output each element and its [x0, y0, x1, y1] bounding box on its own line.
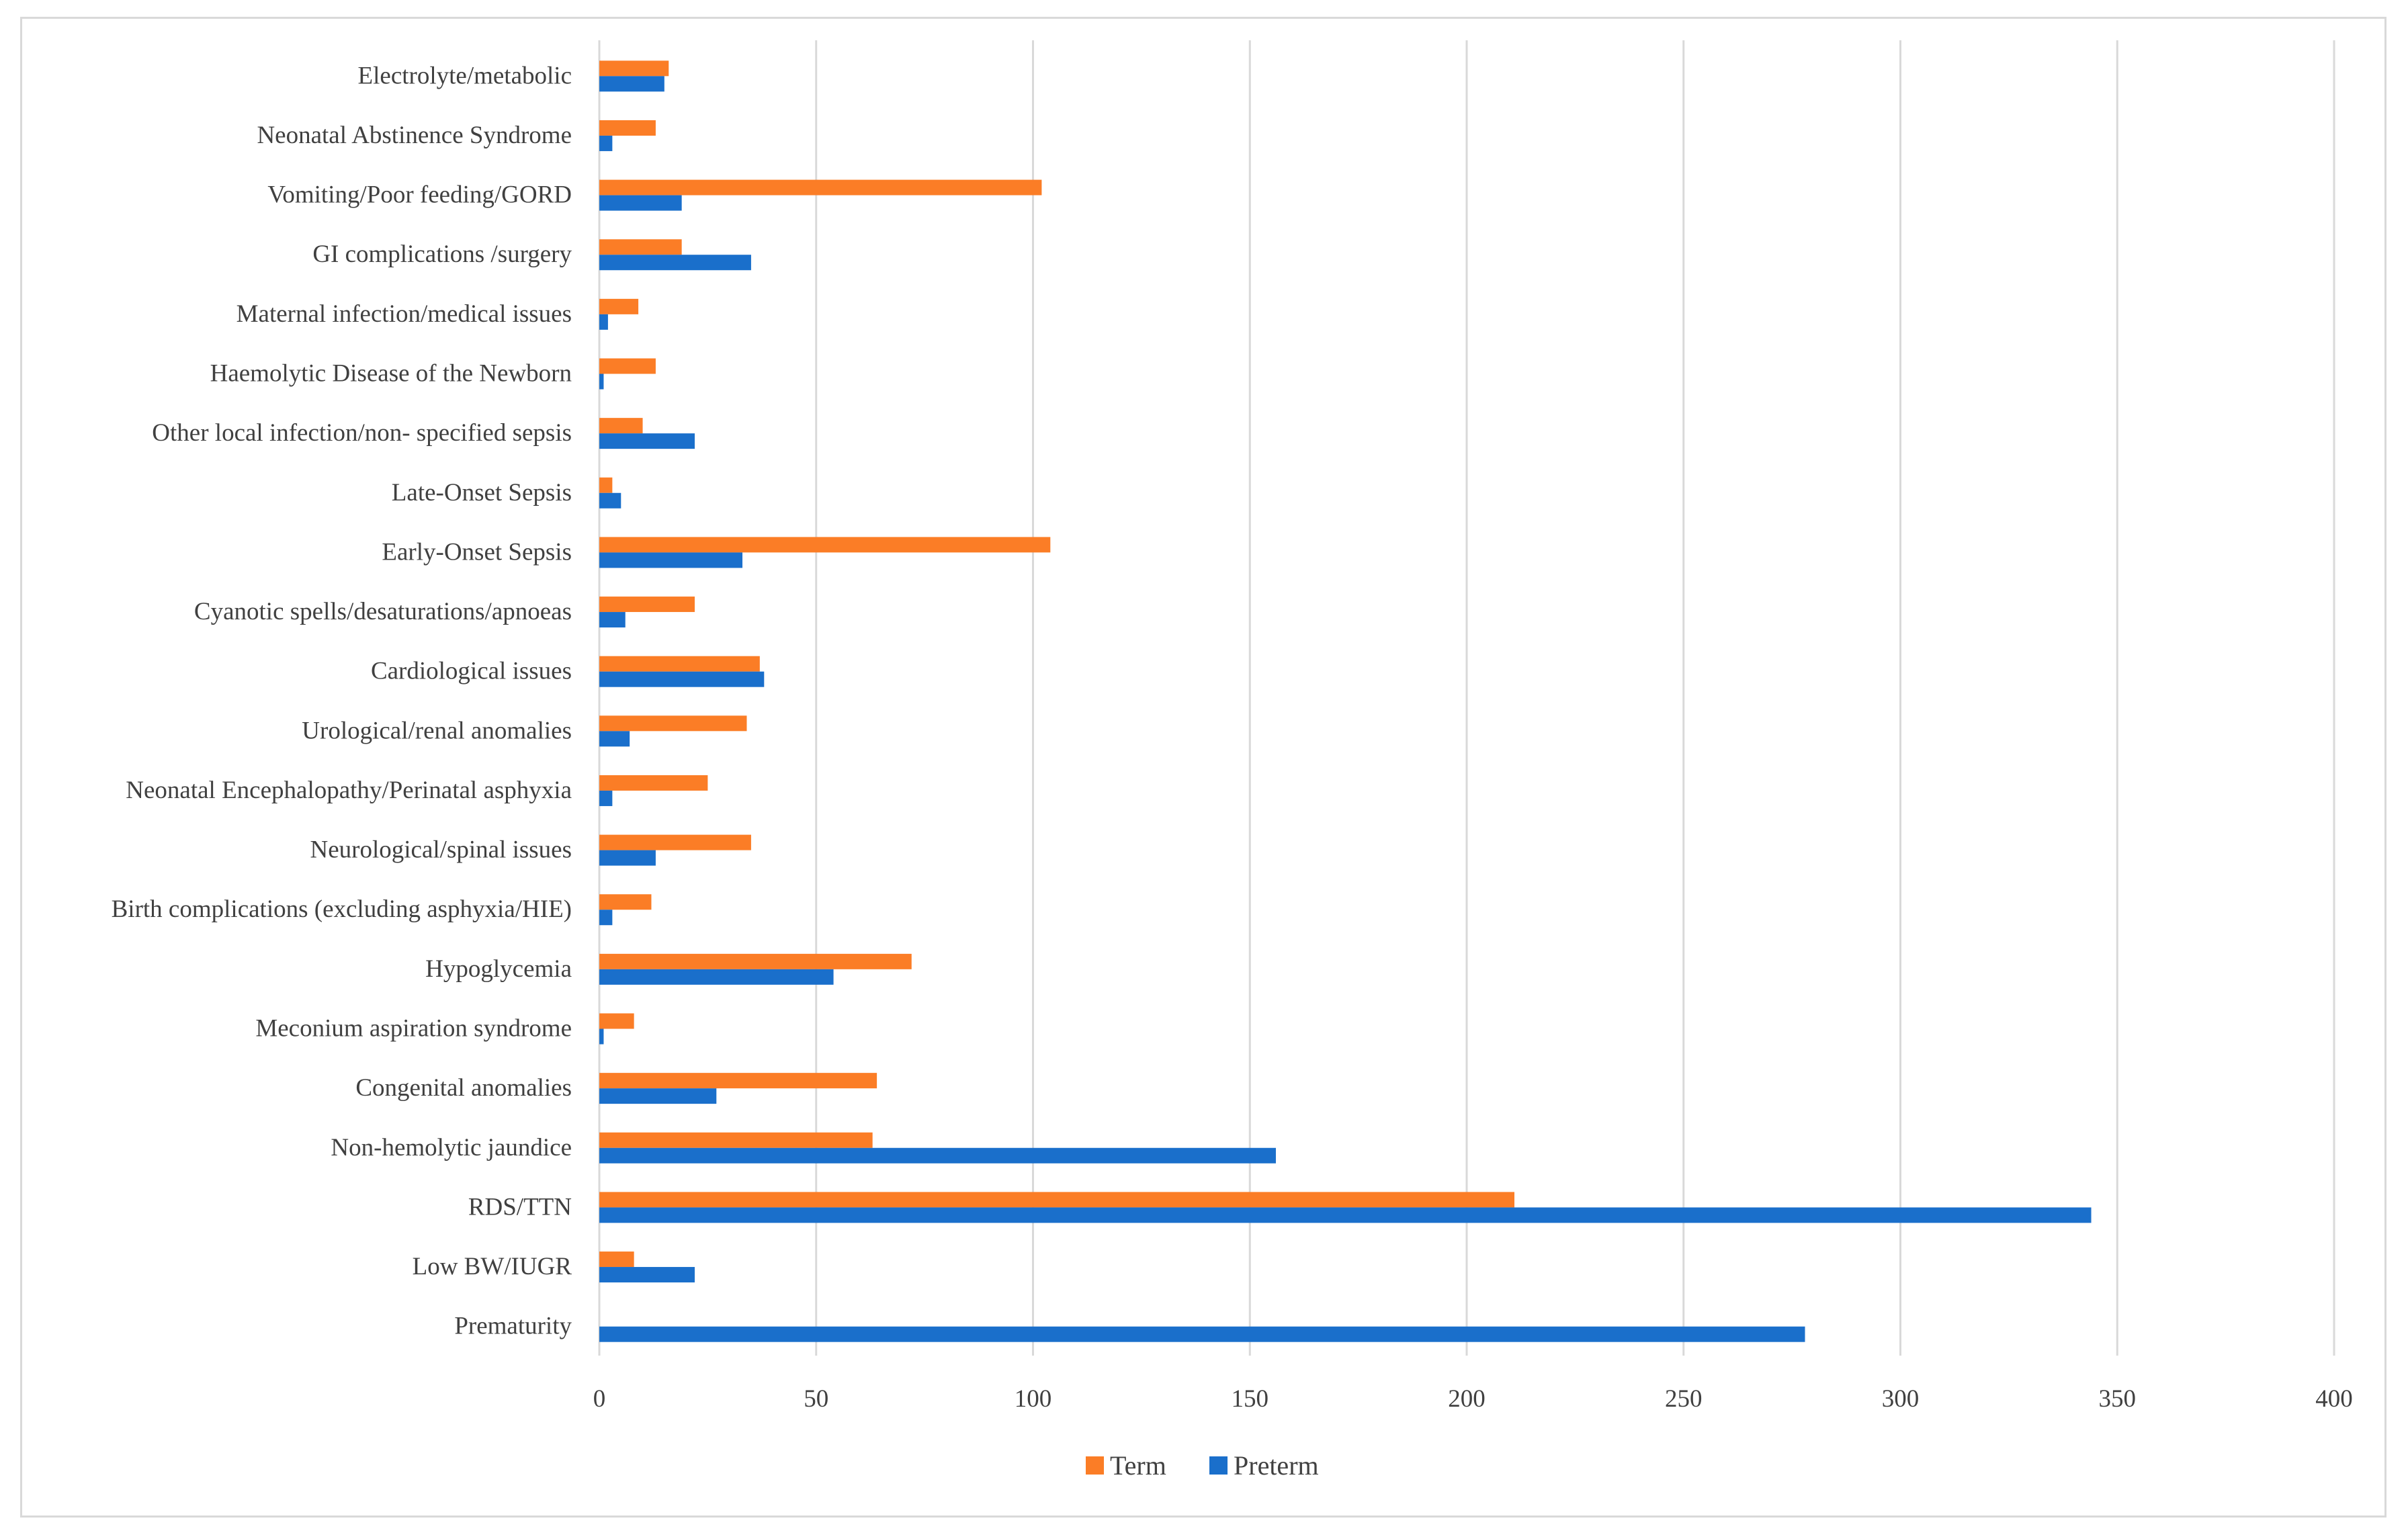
bar-term-7 — [599, 477, 613, 493]
legend-swatch-preterm — [1209, 1456, 1228, 1475]
category-label: Late-Onset Sepsis — [392, 479, 572, 507]
category-label: Other local infection/non- specified sep… — [152, 419, 572, 447]
bar-term-15 — [599, 953, 912, 969]
x-tick-label: 200 — [1448, 1385, 1486, 1413]
bar-preterm-13 — [599, 850, 656, 866]
bar-term-10 — [599, 656, 760, 672]
legend-label-term: Term — [1110, 1450, 1166, 1481]
bar-preterm-11 — [599, 731, 630, 747]
bar-preterm-18 — [599, 1147, 1276, 1163]
legend-label-preterm: Preterm — [1234, 1450, 1319, 1481]
category-label: Electrolyte/metabolic — [358, 62, 572, 89]
bar-preterm-2 — [599, 195, 682, 211]
bar-term-18 — [599, 1132, 873, 1148]
x-tick-label: 150 — [1232, 1385, 1269, 1413]
legend-swatch-term — [1086, 1456, 1104, 1475]
bar-preterm-21 — [599, 1326, 1805, 1342]
bar-preterm-20 — [599, 1267, 695, 1283]
category-label: Vomiting/Poor feeding/GORD — [267, 181, 572, 209]
category-label: Neurological/spinal issues — [310, 836, 572, 864]
x-tick-label: 350 — [2099, 1385, 2137, 1413]
x-tick-label: 400 — [2315, 1385, 2353, 1413]
bar-term-5 — [599, 358, 656, 374]
x-tick-label: 50 — [804, 1385, 828, 1413]
bar-preterm-8 — [599, 552, 743, 568]
bar-preterm-3 — [599, 255, 751, 271]
chart-frame — [20, 17, 2386, 1518]
bar-term-12 — [599, 775, 708, 791]
category-label: Meconium aspiration syndrome — [255, 1015, 572, 1043]
category-label: Neonatal Encephalopathy/Perinatal asphyx… — [126, 777, 572, 804]
category-label: Maternal infection/medical issues — [236, 300, 572, 328]
category-label: RDS/TTN — [468, 1193, 572, 1221]
bars — [599, 60, 2092, 1342]
x-tick-label: 0 — [593, 1385, 606, 1413]
category-label: Cardiological issues — [371, 658, 572, 685]
category-label: Prematurity — [454, 1313, 572, 1340]
bar-term-0 — [599, 60, 669, 77]
bar-term-2 — [599, 179, 1042, 195]
bar-term-16 — [599, 1013, 634, 1029]
bar-term-17 — [599, 1073, 877, 1089]
bar-term-1 — [599, 120, 656, 136]
bar-term-19 — [599, 1192, 1515, 1208]
category-label: Low BW/IUGR — [413, 1253, 572, 1280]
bar-preterm-16 — [599, 1028, 604, 1045]
x-tick-label: 100 — [1015, 1385, 1052, 1413]
bar-preterm-7 — [599, 492, 621, 509]
bar-term-13 — [599, 834, 751, 850]
bar-term-4 — [599, 298, 639, 314]
bar-preterm-9 — [599, 612, 626, 628]
category-labels: Electrolyte/metabolic Neonatal Abstinence… — [112, 62, 572, 1340]
bar-preterm-14 — [599, 910, 613, 926]
bar-preterm-0 — [599, 76, 664, 92]
category-label: GI complications /surgery — [312, 240, 572, 268]
x-axis-tick-labels: 0 50 100 150 200 250 300 350 400 — [593, 1385, 2353, 1413]
bar-preterm-15 — [599, 969, 834, 985]
bar-preterm-1 — [599, 135, 613, 151]
category-label: Cyanotic spells/desaturations/apnoeas — [194, 598, 572, 625]
x-tick-label: 300 — [1882, 1385, 1920, 1413]
category-label: Non-hemolytic jaundice — [331, 1134, 572, 1161]
bar-preterm-17 — [599, 1088, 717, 1104]
legend: Term Preterm — [1086, 1450, 1319, 1481]
bar-term-11 — [599, 715, 747, 732]
bar-preterm-12 — [599, 790, 613, 806]
category-label: Urological/renal anomalies — [302, 717, 572, 744]
bar-term-9 — [599, 597, 695, 613]
category-label: Neonatal Abstinence Syndrome — [257, 122, 572, 149]
bar-preterm-6 — [599, 433, 695, 449]
category-label: Haemolytic Disease of the Newborn — [210, 360, 572, 388]
bar-preterm-10 — [599, 671, 765, 687]
bar-preterm-5 — [599, 374, 604, 390]
bar-term-20 — [599, 1251, 634, 1268]
bar-term-14 — [599, 894, 652, 910]
category-label: Birth complications (excluding asphyxia/… — [112, 895, 572, 923]
x-tick-label: 250 — [1665, 1385, 1703, 1413]
category-label: Congenital anomalies — [355, 1074, 572, 1102]
bar-term-3 — [599, 239, 682, 255]
bar-preterm-4 — [599, 314, 608, 330]
bar-term-6 — [599, 418, 643, 434]
bar-preterm-19 — [599, 1207, 2092, 1223]
category-label: Hypoglycemia — [425, 955, 572, 983]
bar-term-8 — [599, 537, 1051, 553]
category-label: Early-Onset Sepsis — [382, 538, 572, 566]
